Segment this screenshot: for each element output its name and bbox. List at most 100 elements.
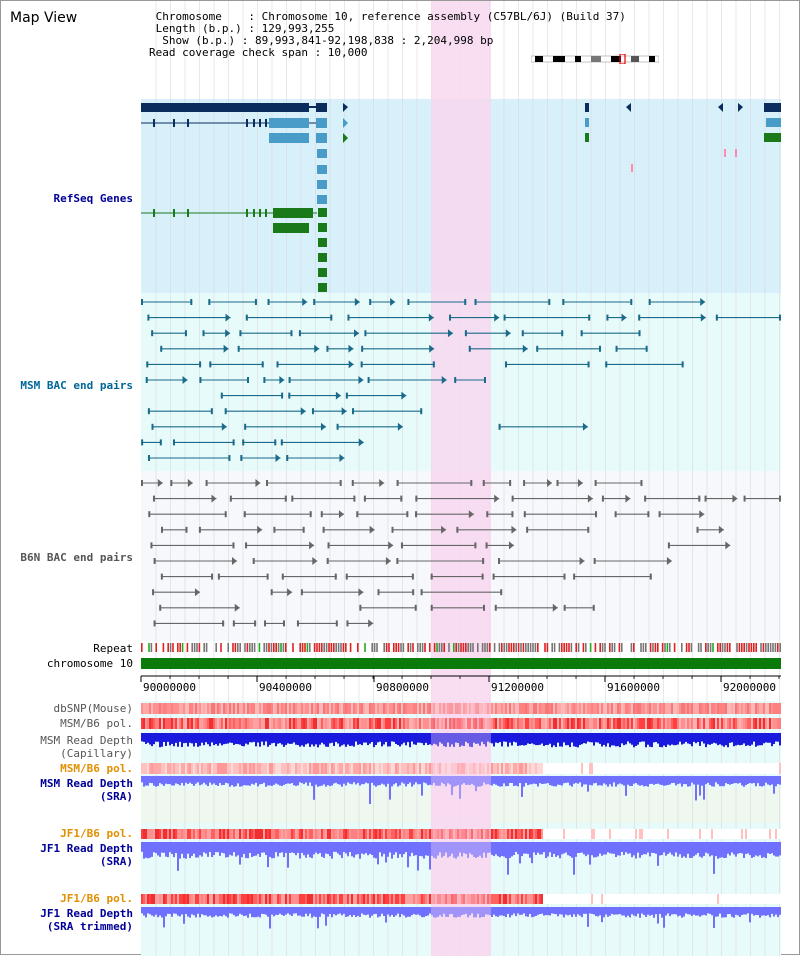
track-label-msm-depth-sra[interactable]: MSM Read Depth (SRA)	[40, 777, 133, 803]
jf1-depth-sra-bar	[595, 842, 597, 858]
repeat-mark	[244, 643, 246, 652]
jf1-depth-sra-bar	[365, 842, 367, 854]
msm-depth-sra-bar	[455, 776, 457, 787]
b6n-bac-pair	[320, 511, 323, 518]
jf1-b6-pol-trimmed-bar	[197, 894, 199, 904]
jf1-b6-pol-bar	[731, 829, 733, 839]
msm-depth-sra-bar	[451, 776, 453, 796]
track-label-msm-bac[interactable]: MSM BAC end pairs	[20, 379, 133, 392]
msm-b6-pol-bar	[479, 718, 481, 729]
msm-b6-pol-bar	[771, 718, 773, 729]
jf1-depth-trimmed-bar	[559, 907, 561, 915]
track-label-jf1-depth-trimmed[interactable]: JF1 Read Depth (SRA trimmed)	[40, 907, 133, 933]
msm-b6-pol-bar	[295, 718, 297, 729]
msm-b6-pol-sra-bar	[657, 763, 659, 774]
jf1-depth-sra-bar	[329, 842, 331, 857]
jf1-depth-sra-bar	[285, 842, 287, 853]
repeat-mark	[599, 643, 601, 652]
jf1-b6-pol-bar	[289, 829, 291, 839]
msm-bac-pair	[313, 299, 316, 305]
jf1-b6-pol-trimmed-bar	[499, 894, 501, 904]
jf1-depth-trimmed-bar	[477, 907, 479, 914]
track-label-jf1-b6-pol-trimmed[interactable]: JF1/B6 pol.	[60, 892, 133, 905]
chromosome-ideogram[interactable]	[531, 54, 659, 64]
msm-b6-pol-sra-bar	[413, 763, 415, 774]
msm-bac-pair	[561, 330, 564, 337]
repeat-mark	[673, 643, 676, 652]
track-label-jf1-depth-sra[interactable]: JF1 Read Depth (SRA)	[40, 842, 133, 868]
jf1-b6-pol-trimmed-bar	[441, 894, 443, 904]
msm-b6-pol-sra-bar	[467, 763, 469, 774]
dbsnp-bar	[455, 703, 457, 714]
jf1-b6-pol-trimmed-bar	[153, 894, 155, 904]
dbsnp-bar	[683, 703, 685, 714]
jf1-b6-pol-bar	[295, 829, 297, 839]
msm-depth-sra-bar	[261, 776, 263, 784]
jf1-b6-pol-bar	[241, 829, 243, 839]
msm-bac-pair	[209, 361, 212, 368]
jf1-b6-pol-bar	[473, 829, 475, 839]
msm-b6-pol-bar	[725, 718, 727, 729]
msm-b6-pol-bar	[259, 718, 261, 729]
jf1-depth-trimmed-bar	[167, 907, 169, 914]
jf1-b6-pol-trimmed-bar	[511, 894, 513, 904]
msm-depth-capillary-bar	[323, 733, 325, 745]
jf1-b6-pol-trimmed-bar	[471, 894, 473, 904]
b6n-bac-pair	[363, 495, 366, 502]
msm-b6-pol-bar	[605, 718, 607, 729]
jf1-b6-pol-trimmed-bar	[671, 894, 673, 904]
jf1-depth-sra-bar	[255, 842, 257, 856]
b6n-bac-pair	[743, 495, 746, 502]
jf1-b6-pol-trimmed-bar	[279, 894, 281, 904]
jf1-b6-pol-trimmed-bar	[377, 894, 379, 904]
dbsnp-bar	[303, 703, 305, 714]
track-label-refseq[interactable]: RefSeq Genes	[53, 192, 133, 205]
jf1-depth-sra-bar	[447, 842, 449, 858]
repeat-mark	[532, 643, 534, 652]
b6n-bac-pair	[152, 495, 155, 502]
jf1-b6-pol-trimmed-bar	[387, 894, 389, 904]
msm-depth-sra-bar	[419, 776, 421, 785]
track-label-chromosome[interactable]: chromosome 10	[46, 657, 133, 670]
msm-depth-sra-bar	[333, 776, 335, 784]
msm-bac-pair	[244, 423, 247, 430]
msm-depth-capillary-bar	[345, 733, 347, 747]
jf1-depth-trimmed-bar	[697, 907, 699, 916]
track-label-msm-b6-pol[interactable]: MSM/B6 pol.	[60, 717, 133, 730]
jf1-b6-pol-trimmed-bar	[627, 894, 629, 904]
jf1-depth-trimmed-bar	[271, 907, 273, 915]
jf1-b6-pol-trimmed-bar	[367, 894, 369, 904]
repeat-mark	[721, 643, 724, 652]
msm-depth-sra-bar	[603, 776, 605, 784]
msm-b6-pol-sra-bar	[503, 763, 505, 774]
track-label-msm-b6-pol-sra[interactable]: MSM/B6 pol.	[60, 762, 133, 775]
msm-depth-capillary-bar	[717, 733, 719, 746]
msm-depth-sra-bar	[561, 776, 563, 786]
msm-depth-capillary-bar	[651, 733, 653, 748]
track-label-b6n-bac[interactable]: B6N BAC end pairs	[20, 551, 133, 564]
jf1-depth-trimmed-bar	[763, 907, 765, 916]
dbsnp-bar	[241, 703, 243, 714]
track-label-jf1-b6-pol[interactable]: JF1/B6 pol.	[60, 827, 133, 840]
dbsnp-bar	[187, 703, 189, 714]
jf1-b6-pol-bar	[705, 829, 707, 839]
msm-depth-sra-bar	[401, 776, 403, 783]
track-label-dbsnp[interactable]: dbSNP(Mouse)	[53, 702, 133, 715]
msm-b6-pol-bar	[211, 718, 213, 729]
msm-b6-pol-sra-bar	[625, 763, 627, 774]
jf1-b6-pol-trimmed-bar	[685, 894, 687, 904]
gene-exon	[246, 119, 248, 127]
b6n-bac-pair	[593, 558, 596, 564]
jf1-b6-pol-trimmed-bar	[621, 894, 623, 904]
jf1-b6-pol-trimmed-bar	[375, 894, 377, 904]
dbsnp-bar	[339, 703, 341, 714]
track-label-repeat[interactable]: Repeat	[93, 642, 133, 655]
msm-b6-pol-bar	[643, 718, 645, 729]
repeat-mark	[299, 643, 301, 652]
track-label-msm-depth-capillary[interactable]: MSM Read Depth (Capillary)	[40, 734, 133, 760]
jf1-b6-pol-trimmed-bar	[329, 894, 331, 904]
msm-depth-sra-bar	[297, 776, 299, 786]
repeat-mark	[688, 643, 690, 652]
msm-depth-capillary-bar	[385, 733, 387, 742]
